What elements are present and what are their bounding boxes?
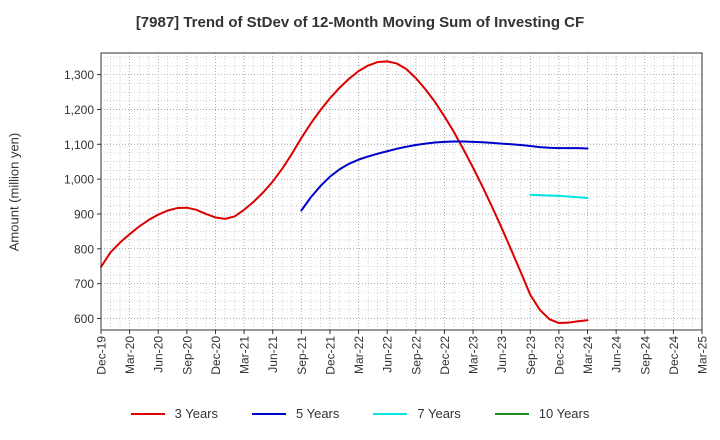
- legend-swatch: [494, 412, 529, 415]
- y-tick-label: 900: [74, 207, 94, 221]
- x-tick-label: Sep-22: [409, 336, 423, 375]
- x-tick-label: Jun-22: [381, 336, 395, 373]
- legend-item-5-years: 5 Years: [252, 406, 339, 421]
- x-tick-label: Jun-20: [152, 336, 166, 373]
- grid-lines: [100, 53, 703, 330]
- y-tick-label: 1,000: [64, 173, 94, 187]
- x-tick-label: Jun-24: [610, 336, 624, 373]
- x-tick-label: Mar-20: [123, 336, 137, 374]
- series-line-5-years: [300, 140, 589, 212]
- x-tick-label: Jun-23: [495, 336, 509, 373]
- x-tick-label: Dec-23: [552, 336, 566, 375]
- y-tick-labels: 600 700 800 900 1,000 1,100 1,200 1,300: [64, 68, 101, 326]
- legend-label: 7 Years: [417, 406, 461, 421]
- series-layer: [100, 60, 589, 325]
- series-line-3-years: [100, 60, 589, 325]
- legend: 3 Years 5 Years 7 Years 10 Years: [0, 406, 720, 421]
- x-tick-labels: Dec-19 Mar-20 Jun-20 Sep-20 Dec-20 Mar-21 Jun-…: [95, 330, 710, 375]
- legend-label: 10 Years: [538, 406, 590, 421]
- y-tick-label: 1,300: [64, 68, 94, 82]
- x-tick-label: Mar-22: [352, 336, 366, 374]
- y-tick-label: 1,100: [64, 138, 94, 152]
- legend-item-3-years: 3 Years: [130, 406, 218, 421]
- series-line-7-years: [529, 193, 589, 199]
- x-tick-label: Mar-24: [581, 336, 595, 374]
- legend-item-10-years: 10 Years: [494, 406, 590, 421]
- x-tick-label: Dec-19: [95, 336, 109, 375]
- x-tick-label: Mar-21: [238, 336, 252, 374]
- x-tick-label: Sep-20: [180, 336, 194, 375]
- legend-swatch: [373, 412, 408, 415]
- x-tick-label: Dec-22: [438, 336, 452, 375]
- chart-title: [7987] Trend of StDev of 12-Month Moving…: [135, 14, 585, 31]
- x-tick-label: Sep-24: [638, 336, 652, 375]
- x-tick-label: Dec-24: [667, 336, 681, 375]
- x-tick-label: Sep-21: [295, 336, 309, 375]
- plot-background: [101, 53, 702, 330]
- legend-swatch: [252, 412, 286, 415]
- x-tick-label: Mar-25: [696, 336, 710, 374]
- y-tick-label: 800: [74, 242, 94, 256]
- y-tick-label: 600: [74, 312, 94, 326]
- x-tick-label: Dec-21: [323, 336, 337, 375]
- legend-swatch: [130, 412, 165, 415]
- y-tick-label: 700: [74, 277, 94, 291]
- legend-label: 3 Years: [174, 406, 218, 421]
- legend-label: 5 Years: [296, 406, 340, 421]
- x-tick-label: Jun-21: [266, 336, 280, 373]
- x-tick-label: Mar-23: [467, 336, 481, 374]
- x-tick-label: Sep-23: [524, 336, 538, 375]
- x-tick-label: Dec-20: [209, 336, 223, 375]
- y-tick-label: 1,200: [64, 103, 94, 117]
- plot-frame: [100, 52, 703, 331]
- legend-item-7-years: 7 Years: [373, 406, 461, 421]
